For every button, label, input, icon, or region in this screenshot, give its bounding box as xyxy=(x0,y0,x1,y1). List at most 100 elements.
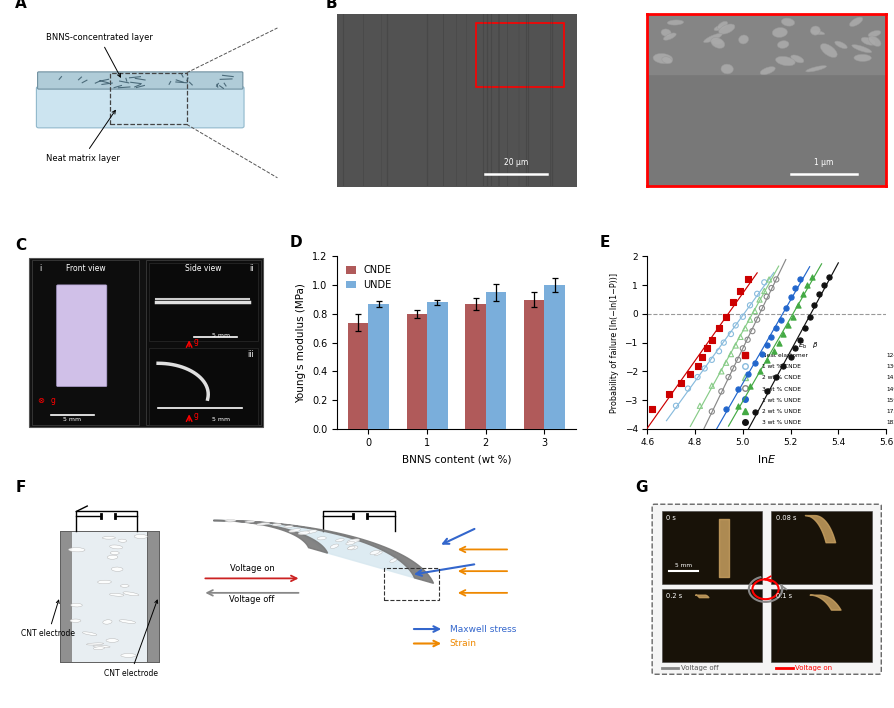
Bar xyxy=(465,304,485,429)
Polygon shape xyxy=(214,520,419,579)
Point xyxy=(711,323,725,334)
Point xyxy=(749,314,763,325)
Text: 149: 149 xyxy=(885,387,894,392)
Point xyxy=(797,323,811,334)
Point xyxy=(795,288,809,299)
Point xyxy=(749,288,763,299)
Ellipse shape xyxy=(257,523,270,525)
Point xyxy=(739,334,754,346)
Text: C: C xyxy=(15,238,26,253)
Ellipse shape xyxy=(110,552,119,554)
Ellipse shape xyxy=(118,539,127,542)
Polygon shape xyxy=(214,520,433,583)
Ellipse shape xyxy=(718,24,734,34)
Point xyxy=(759,354,773,365)
Point xyxy=(782,291,797,302)
Y-axis label: Young's modulus (MPa): Young's modulus (MPa) xyxy=(296,282,306,403)
Text: E: E xyxy=(599,234,610,250)
Text: Side view: Side view xyxy=(185,264,222,273)
Ellipse shape xyxy=(70,619,80,622)
Ellipse shape xyxy=(119,620,135,623)
Point xyxy=(718,357,732,368)
Ellipse shape xyxy=(71,603,82,607)
Ellipse shape xyxy=(121,585,129,587)
Point xyxy=(725,362,739,374)
Point xyxy=(721,372,735,383)
Point xyxy=(804,271,818,282)
Point xyxy=(745,326,759,337)
Text: 2 wt % UNDE: 2 wt % UNDE xyxy=(761,409,800,414)
Ellipse shape xyxy=(653,54,672,64)
Point xyxy=(738,323,752,334)
Bar xyxy=(426,302,447,429)
Ellipse shape xyxy=(111,567,122,571)
Point xyxy=(732,285,746,297)
Point xyxy=(728,340,742,351)
Text: ii: ii xyxy=(249,264,253,273)
Text: G: G xyxy=(635,480,647,495)
Point xyxy=(718,403,732,414)
Ellipse shape xyxy=(867,30,880,37)
Ellipse shape xyxy=(110,545,122,549)
Bar xyxy=(406,314,426,429)
Bar xyxy=(661,511,761,584)
FancyBboxPatch shape xyxy=(60,532,72,661)
Text: BNNS-concentrated layer: BNNS-concentrated layer xyxy=(46,33,153,77)
Text: g: g xyxy=(194,337,198,346)
Point xyxy=(780,320,795,331)
Point xyxy=(759,291,773,302)
Ellipse shape xyxy=(335,539,343,542)
Ellipse shape xyxy=(305,530,316,533)
Text: Neat matrix layer: Neat matrix layer xyxy=(46,110,120,163)
Point xyxy=(768,274,782,285)
Point xyxy=(668,400,682,411)
Ellipse shape xyxy=(121,653,136,657)
Point xyxy=(775,360,789,371)
Text: Front view: Front view xyxy=(65,264,105,273)
Point xyxy=(673,377,687,389)
Point xyxy=(752,294,766,305)
Ellipse shape xyxy=(345,542,355,545)
Point xyxy=(785,311,799,322)
Text: B: B xyxy=(325,0,336,11)
Point xyxy=(696,362,711,374)
Bar xyxy=(60,532,158,661)
Text: Voltage on: Voltage on xyxy=(229,564,274,573)
Point xyxy=(792,334,806,346)
Ellipse shape xyxy=(122,592,139,596)
Point xyxy=(766,346,780,357)
Point xyxy=(716,337,730,348)
Ellipse shape xyxy=(738,35,747,44)
Point xyxy=(759,340,773,351)
Text: 1 wt % UNDE: 1 wt % UNDE xyxy=(761,398,800,403)
Text: 0.1 s: 0.1 s xyxy=(775,593,791,599)
Ellipse shape xyxy=(289,529,300,532)
Bar xyxy=(661,589,761,661)
Text: iii: iii xyxy=(247,350,253,358)
Text: i: i xyxy=(38,264,41,273)
Bar xyxy=(148,348,258,426)
Ellipse shape xyxy=(316,537,326,540)
Ellipse shape xyxy=(348,546,358,550)
Point xyxy=(725,297,739,308)
Text: 1 µm: 1 µm xyxy=(814,159,832,168)
X-axis label: ln$E$: ln$E$ xyxy=(756,453,775,465)
Ellipse shape xyxy=(810,30,823,35)
Point xyxy=(704,354,718,365)
Point xyxy=(718,311,732,322)
Ellipse shape xyxy=(790,55,803,63)
Text: F: F xyxy=(16,480,26,495)
Text: 182: 182 xyxy=(885,420,894,425)
Text: 130: 130 xyxy=(885,364,894,369)
Point xyxy=(773,314,788,325)
Point xyxy=(754,348,768,360)
Bar xyxy=(523,299,544,429)
Point xyxy=(645,403,659,414)
Ellipse shape xyxy=(109,593,123,596)
Ellipse shape xyxy=(775,57,794,66)
Bar xyxy=(485,292,506,429)
Ellipse shape xyxy=(661,29,670,36)
Ellipse shape xyxy=(134,535,148,539)
Bar xyxy=(31,260,139,426)
Point xyxy=(713,386,728,397)
